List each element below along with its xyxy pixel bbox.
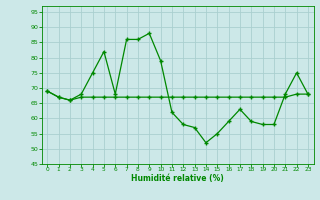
X-axis label: Humidité relative (%): Humidité relative (%) (131, 174, 224, 183)
